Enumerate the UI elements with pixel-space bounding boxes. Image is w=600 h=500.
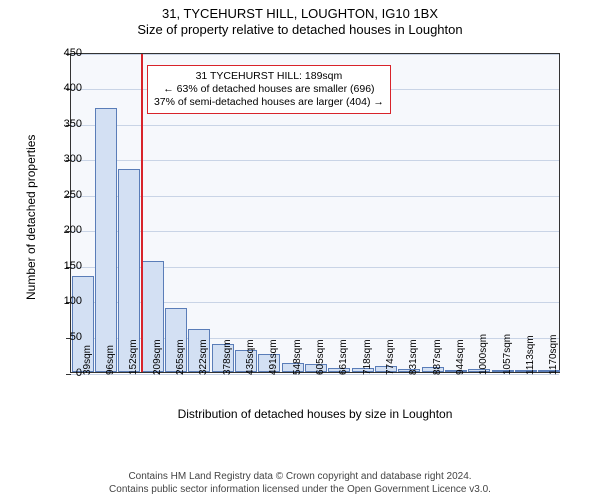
- ytick-label: 450: [42, 47, 82, 59]
- footer-attribution: Contains HM Land Registry data © Crown c…: [0, 470, 600, 496]
- annotation-line: ← 63% of detached houses are smaller (69…: [154, 83, 384, 96]
- gridline: [71, 125, 559, 126]
- plot-area: 31 TYCEHURST HILL: 189sqm← 63% of detach…: [70, 53, 560, 373]
- ytick-label: 300: [42, 153, 82, 165]
- chart-title: 31, TYCEHURST HILL, LOUGHTON, IG10 1BX S…: [137, 0, 462, 39]
- ytick-label: 100: [42, 295, 82, 307]
- plot-background: 31 TYCEHURST HILL: 189sqm← 63% of detach…: [70, 53, 560, 373]
- title-line1: 31, TYCEHURST HILL, LOUGHTON, IG10 1BX: [137, 6, 462, 22]
- annotation-box: 31 TYCEHURST HILL: 189sqm← 63% of detach…: [147, 65, 391, 114]
- chart-container: 31 TYCEHURST HILL: 189sqm← 63% of detach…: [20, 43, 580, 423]
- gridline: [71, 160, 559, 161]
- y-axis-label: Number of detached properties: [24, 134, 38, 299]
- gridline: [71, 231, 559, 232]
- annotation-line: 37% of semi-detached houses are larger (…: [154, 96, 384, 109]
- ytick-label: 250: [42, 189, 82, 201]
- footer-line1: Contains HM Land Registry data © Crown c…: [0, 470, 600, 483]
- ytick-label: 400: [42, 82, 82, 94]
- gridline: [71, 196, 559, 197]
- gridline: [71, 54, 559, 55]
- annotation-line: 31 TYCEHURST HILL: 189sqm: [154, 70, 384, 83]
- ytick-label: 150: [42, 260, 82, 272]
- histogram-bar: [95, 108, 117, 371]
- x-axis-label: Distribution of detached houses by size …: [70, 407, 560, 421]
- ytick-label: 0: [42, 367, 82, 379]
- ytick-label: 350: [42, 118, 82, 130]
- footer-line2: Contains public sector information licen…: [0, 483, 600, 496]
- reference-line: [141, 54, 143, 372]
- ytick-label: 50: [42, 331, 82, 343]
- ytick-label: 200: [42, 224, 82, 236]
- title-line2: Size of property relative to detached ho…: [137, 22, 462, 38]
